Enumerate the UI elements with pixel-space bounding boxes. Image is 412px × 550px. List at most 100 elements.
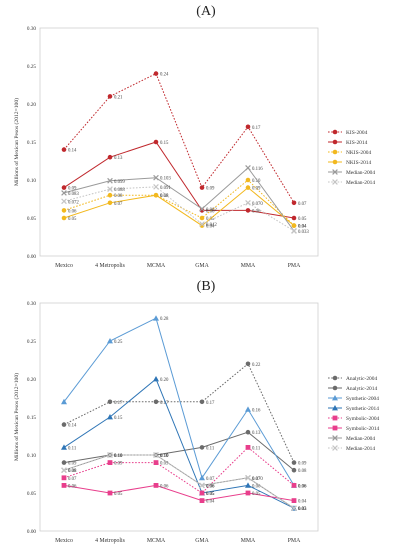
data-point-synthetic-2004 [199,474,205,481]
data-label-median-2004: 0.033 [298,230,309,235]
data-label-median-2014: 0.08 [68,469,77,474]
data-label-kis-2004: 0.14 [68,149,77,154]
chart-panel-b: 0.00 0.05 0.10 0.15 0.20 0.25 0.30 Millions of … [13,301,380,544]
data-point-kis-2004 [199,185,205,190]
legend-label-median-2004: Median-2004 [346,170,375,176]
legend-item-symbolic-2014: Symbolic-2014 [328,425,380,432]
data-point-symbolic-2004 [107,460,113,465]
x-tick-label-b: MCMA [147,538,166,544]
data-label-analytic-2014: 0.13 [252,431,261,436]
data-label-synthetic-2014: 0.20 [160,378,169,383]
data-label-analytic-2004: 0.09 [298,462,307,467]
data-label-kis-2014: 0.13 [114,156,123,161]
legend-marker-nkis-2004 [332,149,338,155]
legend-marker-nkis-2014 [332,159,338,165]
y-tick-label-b: 0.00 [27,529,36,535]
data-point-nkis-2014 [61,215,67,221]
legend-marker-median-2004 [332,435,338,441]
chart-panel-a: 0.00 0.05 0.10 0.15 0.20 0.25 0.30 Millions of … [13,26,375,269]
data-label-kis-2014: 0.15 [160,141,169,146]
data-point-median-2014 [291,228,297,234]
series-synthetic-2004: 0.25 0.28 0.07 0.16 0.06 [61,315,307,489]
data-point-symbolic-2004 [61,475,67,481]
data-point-symbolic-2004 [291,483,297,488]
series-line-median-2014 [63,186,295,232]
y-axis-label-b: Millions of Mexican Pesos (2012=100) [13,373,20,461]
data-point-symbolic-2014 [107,490,113,496]
data-point-kis-2004 [61,147,67,152]
data-point-kis-2004 [245,124,251,130]
data-label-nkis-2014: 0.04 [206,225,215,230]
legend-item-kis-2014: KIS-2014 [328,139,368,146]
y-tick-label-a: 0.10 [27,178,36,184]
data-label-kis-2014: 0.05 [298,217,307,222]
data-point-median-2014 [291,505,297,512]
data-label-median-2014: 0.088 [114,188,125,193]
data-point-median-2014 [61,198,67,205]
data-point-median-2004 [245,165,251,171]
data-label-analytic-2004: 0.14 [68,424,77,429]
series-median-2014: 0.08 0.10 0.10 0.06 0.07 0.03 [61,452,307,512]
data-point-synthetic-2004 [107,338,113,344]
data-label-median-2004: 0.06 [206,484,215,489]
data-point-nkis-2014 [107,200,113,206]
x-tick-label-a: MMA [241,263,256,269]
data-label-symbolic-2004: 0.06 [298,484,307,489]
data-label-nkis-2004: 0.10 [252,179,261,184]
data-point-synthetic-2014 [107,414,113,420]
legend-item-median-2014: Median-2014 [328,445,375,452]
data-point-analytic-2014 [61,460,67,465]
data-label-median-2004: 0.083 [68,192,79,197]
data-point-analytic-2004 [107,399,113,405]
legend-item-synthetic-2004: Synthetic-2004 [328,395,379,402]
y-tick-label-b: 0.10 [27,453,36,459]
data-point-synthetic-2014 [245,482,251,488]
data-point-median-2004 [199,206,205,212]
data-label-nkis-2014: 0.08 [160,194,169,199]
data-point-symbolic-2014 [153,483,159,488]
data-point-nkis-2014 [245,185,251,190]
data-label-nkis-2004: 0.06 [68,209,77,214]
data-label-median-2014: 0.06 [206,484,215,489]
data-label-median-2004: 0.070 [252,477,263,482]
data-point-analytic-2004 [245,361,251,367]
legend-item-analytic-2004: Analytic-2004 [328,375,377,382]
data-label-symbolic-2014: 0.04 [298,500,307,505]
series-line-analytic-2014 [63,431,295,471]
data-point-kis-2004 [291,200,297,206]
data-point-symbolic-2004 [153,460,159,465]
data-label-median-2014: 0.042 [206,223,217,228]
data-label-kis-2014: 0.06 [206,209,215,214]
data-point-synthetic-2014 [61,444,67,450]
series-symbolic-2004: 0.07 0.09 0.09 0.05 0.11 0.06 [61,445,307,497]
x-tick-label-b: PMA [288,538,301,544]
data-point-nkis-2004 [61,208,67,213]
series-analytic-2014: 0.09 0.10 0.10 0.11 0.13 0.08 [61,429,307,474]
data-label-symbolic-2014: 0.05 [252,492,261,497]
legend-marker-median-2014 [332,445,338,451]
data-label-median-2014: 0.10 [114,454,123,459]
legend-label-kis-2014: KIS-2014 [346,140,368,146]
data-label-symbolic-2014: 0.06 [160,484,169,489]
data-label-median-2004: 0.103 [160,177,171,182]
data-label-median-2004: 0.062 [206,208,217,213]
data-point-median-2004 [107,177,113,184]
data-label-analytic-2014: 0.09 [68,462,77,467]
legend-label-nkis-2004: NKIS-2004 [346,150,371,156]
series-line-symbolic-2014 [63,484,295,502]
data-label-analytic-2004: 0.17 [160,401,169,406]
data-label-synthetic-2004: 0.06 [298,484,307,489]
data-label-median-2004: 0.10 [114,454,123,459]
data-point-median-2014 [153,452,159,458]
legend-marker-synthetic-2004 [332,395,338,401]
data-point-analytic-2014 [199,445,205,450]
series-kis-2014: 0.09 0.13 0.15 0.06 0.06 0.05 [61,139,307,222]
data-point-symbolic-2014 [61,483,67,488]
data-point-symbolic-2014 [245,490,251,496]
data-point-symbolic-2014 [291,498,297,503]
data-label-kis-2014: 0.09 [68,187,77,192]
legend-item-analytic-2014: Analytic-2014 [328,385,377,392]
data-label-symbolic-2004: 0.09 [114,462,123,467]
data-label-synthetic-2014: 0.06 [252,484,261,489]
plot-frame-b [39,302,319,532]
